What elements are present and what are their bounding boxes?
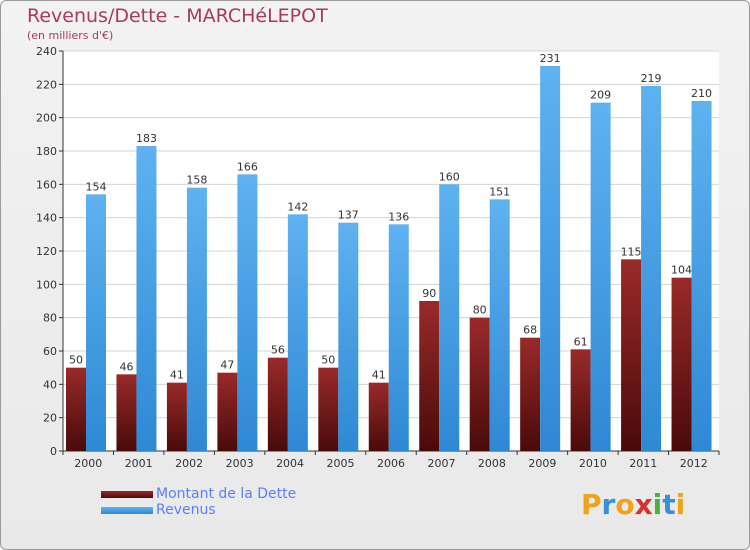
- y-tick-label: 160: [36, 178, 57, 191]
- bar-revenue: [540, 66, 561, 451]
- bar-revenue: [489, 199, 510, 451]
- bar-debt: [520, 337, 541, 451]
- logo-letter: o: [615, 488, 635, 521]
- logo-letter: P: [581, 488, 602, 521]
- data-label-debt: 61: [574, 335, 588, 348]
- legend-swatch-revenue: [101, 507, 153, 514]
- x-tick-label: 2002: [175, 457, 203, 470]
- y-tick-label: 20: [43, 412, 57, 425]
- data-label-debt: 90: [422, 287, 436, 300]
- data-label-revenue: 142: [287, 200, 308, 213]
- bar-revenue: [86, 194, 106, 452]
- x-tick-label: 2007: [427, 457, 455, 470]
- y-tick-label: 200: [36, 112, 57, 125]
- bar-debt: [469, 317, 490, 451]
- data-label-revenue: 137: [338, 209, 359, 222]
- data-label-debt: 104: [671, 264, 692, 277]
- bar-revenue: [641, 86, 662, 451]
- y-tick-label: 0: [50, 445, 57, 458]
- x-tick-label: 2011: [629, 457, 657, 470]
- data-label-revenue: 210: [691, 87, 712, 100]
- y-tick-label: 220: [36, 78, 57, 91]
- logo-letter: i: [675, 488, 686, 521]
- y-tick-label: 40: [43, 378, 57, 391]
- bar-debt: [66, 367, 86, 451]
- legend-label-revenue: Revenus: [156, 502, 216, 518]
- data-label-debt: 115: [621, 245, 642, 258]
- y-tick-label: 180: [36, 145, 57, 158]
- data-label-revenue: 160: [439, 170, 460, 183]
- x-tick-label: 2001: [125, 457, 153, 470]
- x-tick-label: 2012: [680, 457, 708, 470]
- bar-revenue: [338, 222, 359, 451]
- bar-revenue: [590, 102, 611, 452]
- data-label-debt: 68: [523, 324, 537, 337]
- data-label-debt: 80: [473, 304, 487, 317]
- data-label-debt: 46: [119, 360, 133, 373]
- data-label-debt: 47: [220, 359, 234, 372]
- logo-letter: i: [652, 488, 663, 521]
- data-label-debt: 41: [372, 369, 386, 382]
- data-label-debt: 56: [271, 344, 285, 357]
- data-label-debt: 50: [69, 354, 83, 367]
- logo-letter: x: [634, 488, 653, 521]
- data-label-revenue: 231: [540, 52, 561, 65]
- bar-revenue: [136, 146, 157, 451]
- data-label-revenue: 154: [86, 180, 107, 193]
- data-label-revenue: 136: [388, 210, 409, 223]
- logo-letter: r: [601, 488, 616, 521]
- x-tick-label: 2004: [276, 457, 304, 470]
- bar-debt: [166, 382, 187, 451]
- data-label-debt: 50: [321, 354, 335, 367]
- data-label-revenue: 183: [136, 132, 157, 145]
- y-tick-label: 240: [36, 45, 57, 58]
- y-tick-label: 80: [43, 312, 57, 325]
- bar-debt: [217, 372, 238, 451]
- y-tick-label: 60: [43, 345, 57, 358]
- data-label-revenue: 209: [590, 89, 611, 102]
- data-label-revenue: 158: [186, 174, 207, 187]
- legend-label-debt: Montant de la Dette: [156, 486, 297, 502]
- bar-debt: [267, 357, 288, 451]
- bar-revenue: [237, 174, 258, 452]
- bar-debt: [368, 382, 389, 451]
- y-tick-label: 120: [36, 245, 57, 258]
- data-label-revenue: 166: [237, 160, 258, 173]
- x-tick-label: 2003: [226, 457, 254, 470]
- proxiti-logo: Proxiti: [581, 488, 685, 521]
- y-tick-label: 100: [36, 278, 57, 291]
- bar-debt: [570, 349, 591, 451]
- chart-subtitle: (en milliers d'€): [27, 29, 114, 42]
- bar-debt: [419, 301, 440, 451]
- x-tick-label: 2005: [327, 457, 355, 470]
- legend-swatch-debt: [101, 491, 153, 498]
- bar-revenue: [439, 184, 460, 452]
- x-tick-label: 2009: [528, 457, 556, 470]
- bar-revenue: [388, 224, 409, 451]
- bar-revenue: [691, 101, 712, 451]
- bar-debt: [318, 367, 339, 451]
- data-label-revenue: 219: [641, 72, 662, 85]
- chart-title: Revenus/Dette - MARCHéLEPOT: [27, 5, 328, 27]
- x-tick-label: 2000: [74, 457, 102, 470]
- bar-debt: [621, 259, 642, 451]
- data-label-debt: 41: [170, 369, 184, 382]
- x-tick-label: 2008: [478, 457, 506, 470]
- logo-letter: t: [662, 488, 676, 521]
- y-tick-label: 140: [36, 212, 57, 225]
- bar-debt: [116, 374, 137, 451]
- x-tick-label: 2006: [377, 457, 405, 470]
- bar-debt: [671, 277, 692, 451]
- bar-revenue: [287, 214, 308, 451]
- data-label-revenue: 151: [489, 185, 510, 198]
- x-tick-label: 2010: [579, 457, 607, 470]
- bar-revenue: [186, 187, 207, 451]
